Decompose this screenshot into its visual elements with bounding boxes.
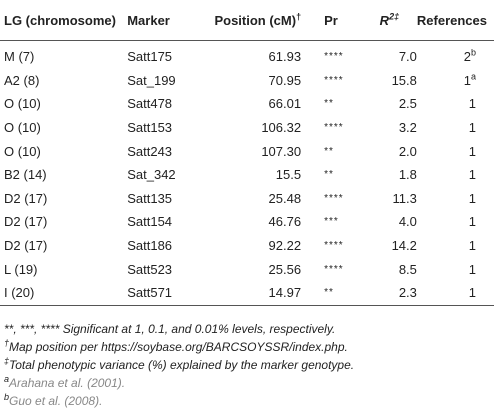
cell-position: 61.93: [268, 49, 302, 65]
table-row: O (10) Satt153 106.32 **** 3.2 1: [0, 116, 494, 140]
cell-references: 1: [468, 167, 476, 183]
cell-pr: ***: [324, 216, 339, 228]
cell-r2: 3.2: [398, 120, 417, 136]
cell-marker: Sat_342: [127, 167, 176, 183]
cell-lg: I (20): [0, 280, 128, 306]
cell-marker: Satt243: [127, 143, 173, 159]
cell-lg: D2 (17): [4, 190, 48, 206]
cell-lg: L (19): [4, 261, 38, 277]
cell-pr: ****: [324, 240, 344, 252]
cell-references: 1: [468, 261, 476, 277]
cell-marker: Satt571: [127, 280, 208, 306]
table-row: D2 (17) Satt186 92.22 **** 14.2 1: [0, 234, 494, 258]
cell-position: 25.56: [268, 261, 302, 277]
cell-pr: ****: [324, 263, 344, 275]
cell-pr: ****: [324, 51, 344, 63]
marker-table: LG (chromosome) Marker Position (cM)† Pr…: [0, 0, 494, 306]
cell-lg: M (7): [4, 49, 35, 65]
cell-lg: O (10): [4, 96, 41, 112]
cell-r2: 4.0: [398, 214, 417, 230]
cell-marker: Satt175: [127, 49, 173, 65]
cell-pr: ****: [324, 74, 344, 86]
cell-references: 1: [468, 96, 476, 112]
cell-pr: **: [324, 169, 334, 181]
cell-references: 2b: [463, 47, 476, 65]
reference-superscript: a: [470, 71, 476, 82]
table-row: M (7) Satt175 61.93 **** 7.0 2b: [0, 41, 494, 69]
dagger-mark: †: [296, 11, 302, 22]
footnotes: **, ***, **** Significant at 1, 0.1, and…: [4, 320, 354, 410]
cell-lg: B2 (14): [4, 167, 47, 183]
reference-superscript: b: [470, 47, 476, 58]
cell-marker: Sat_199: [127, 72, 176, 88]
cell-marker: Satt186: [127, 238, 173, 254]
cell-pr: **: [306, 280, 372, 306]
cell-references: 1: [468, 214, 476, 230]
cell-r2: 2.5: [398, 96, 417, 112]
cell-position: 66.01: [268, 96, 302, 112]
table-body: M (7) Satt175 61.93 **** 7.0 2b A2 (8) Sat_199 7…: [0, 41, 494, 306]
cell-position: 25.48: [268, 190, 302, 206]
cell-position: 107.30: [261, 143, 302, 159]
cell-position: 46.76: [268, 214, 302, 230]
table-row: O (10) Satt478 66.01 ** 2.5 1: [0, 92, 494, 116]
cell-lg: O (10): [4, 143, 41, 159]
cell-references: 1: [468, 190, 476, 206]
cell-references: 1: [416, 280, 494, 306]
cell-lg: D2 (17): [4, 238, 48, 254]
cell-r2: 14.2: [391, 238, 417, 254]
table-row: L (19) Satt523 25.56 **** 8.5 1: [0, 257, 494, 281]
cell-marker: Satt478: [127, 96, 173, 112]
footnote-ref-a: aArahana et al. (2001).: [4, 374, 126, 391]
cell-r2: 1.8: [398, 167, 417, 183]
cell-r2: 7.0: [398, 49, 417, 65]
cell-r2: 2.3: [371, 280, 417, 306]
cell-pr: ****: [324, 192, 344, 204]
cell-references: 1: [468, 143, 476, 159]
cell-marker: Satt523: [127, 261, 173, 277]
cell-position: 106.32: [261, 120, 302, 136]
table-row: O (10) Satt243 107.30 ** 2.0 1: [0, 139, 494, 163]
cell-references: 1a: [463, 71, 476, 88]
cell-r2: 2.0: [398, 143, 417, 159]
header-row: LG (chromosome) Marker Position (cM)† Pr…: [0, 0, 494, 41]
cell-lg: A2 (8): [4, 72, 40, 88]
header-references: References: [416, 0, 494, 41]
footnote-map: †Map position per https://soybase.org/BA…: [4, 338, 348, 355]
reference-link-a[interactable]: Arahana et al. (2001).: [9, 376, 126, 390]
table-row: D2 (17) Satt135 25.48 **** 11.3 1: [0, 187, 494, 211]
table-row: I (20) Satt571 14.97 ** 2.3 1: [0, 280, 494, 306]
cell-references: 1: [468, 120, 476, 136]
cell-pr: **: [324, 145, 334, 157]
header-r2: R2‡: [371, 0, 417, 41]
footnote-ref-b: bGuo et al. (2008).: [4, 392, 103, 409]
table-row: D2 (17) Satt154 46.76 *** 4.0 1: [0, 210, 494, 234]
footnote-variance: ‡Total phenotypic variance (%) explained…: [4, 356, 355, 373]
footnote-significance: **, ***, **** Significant at 1, 0.1, and…: [4, 322, 336, 336]
reference-link-b[interactable]: Guo et al. (2008).: [9, 394, 103, 408]
header-position: Position (cM)†: [207, 0, 307, 41]
cell-r2: 15.8: [391, 72, 417, 88]
cell-pr: ****: [324, 122, 344, 134]
header-lg: LG (chromosome): [0, 0, 128, 41]
cell-position: 70.95: [268, 72, 302, 88]
cell-r2: 11.3: [392, 190, 417, 206]
cell-marker: Satt154: [127, 214, 173, 230]
table-row: A2 (8) Sat_199 70.95 **** 15.8 1a: [0, 69, 494, 93]
cell-marker: Satt135: [127, 190, 173, 206]
table-row: B2 (14) Sat_342 15.5 ** 1.8 1: [0, 163, 494, 187]
cell-position: 15.5: [275, 167, 302, 183]
cell-pr: **: [324, 98, 334, 110]
cell-position: 14.97: [207, 280, 307, 306]
header-pr: Pr: [306, 0, 372, 41]
cell-lg: O (10): [4, 120, 41, 136]
header-marker: Marker: [127, 0, 208, 41]
cell-references: 1: [468, 238, 476, 254]
cell-r2: 8.5: [398, 261, 417, 277]
cell-position: 92.22: [268, 238, 302, 254]
cell-marker: Satt153: [127, 120, 173, 136]
cell-lg: D2 (17): [4, 214, 48, 230]
